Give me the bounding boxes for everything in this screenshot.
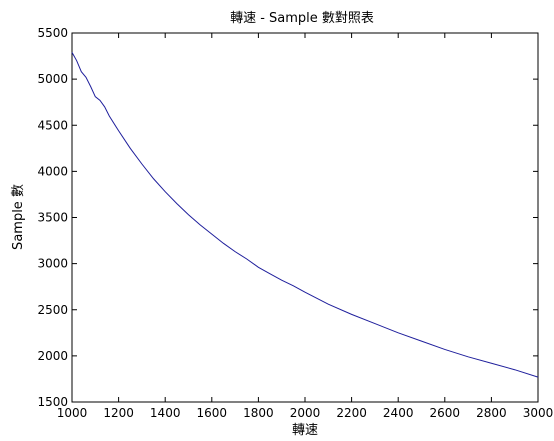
x-axis-label: 轉速 bbox=[292, 423, 318, 438]
x-tick-label: 3000 bbox=[523, 406, 554, 420]
y-tick-label: 1500 bbox=[37, 395, 68, 409]
y-tick-label: 3000 bbox=[37, 257, 68, 271]
y-tick-label: 4500 bbox=[37, 118, 68, 132]
y-tick-label: 3500 bbox=[37, 211, 68, 225]
series-line bbox=[71, 52, 539, 378]
x-tick-label: 2200 bbox=[336, 406, 367, 420]
plot-frame bbox=[71, 32, 539, 403]
x-tick-label: 1800 bbox=[243, 406, 274, 420]
y-axis: 1500 2000 2500 3000 3500 4000 4500 5000 5500 bbox=[37, 26, 538, 409]
chart-title: 轉速 - Sample 數對照表 bbox=[230, 11, 374, 26]
x-tick-label: 1600 bbox=[197, 406, 228, 420]
x-tick-label: 2400 bbox=[383, 406, 414, 420]
series-layer bbox=[71, 52, 539, 378]
x-tick-label: 2600 bbox=[430, 406, 461, 420]
y-tick-label: 2000 bbox=[37, 349, 68, 363]
y-tick-label: 2500 bbox=[37, 303, 68, 317]
x-tick-label: 1200 bbox=[103, 406, 134, 420]
x-tick-label: 1400 bbox=[150, 406, 181, 420]
x-tick-label: 2000 bbox=[290, 406, 321, 420]
y-tick-label: 4000 bbox=[37, 164, 68, 178]
x-axis: 1000 1200 1400 1600 1800 2000 2200 2400 2600 2800… bbox=[57, 33, 554, 420]
x-tick-label: 1000 bbox=[57, 406, 88, 420]
x-tick-label: 2800 bbox=[476, 406, 507, 420]
y-axis-label: Sample 數 bbox=[11, 184, 26, 250]
y-tick-label: 5500 bbox=[37, 26, 68, 40]
y-tick-label: 5000 bbox=[37, 72, 68, 86]
